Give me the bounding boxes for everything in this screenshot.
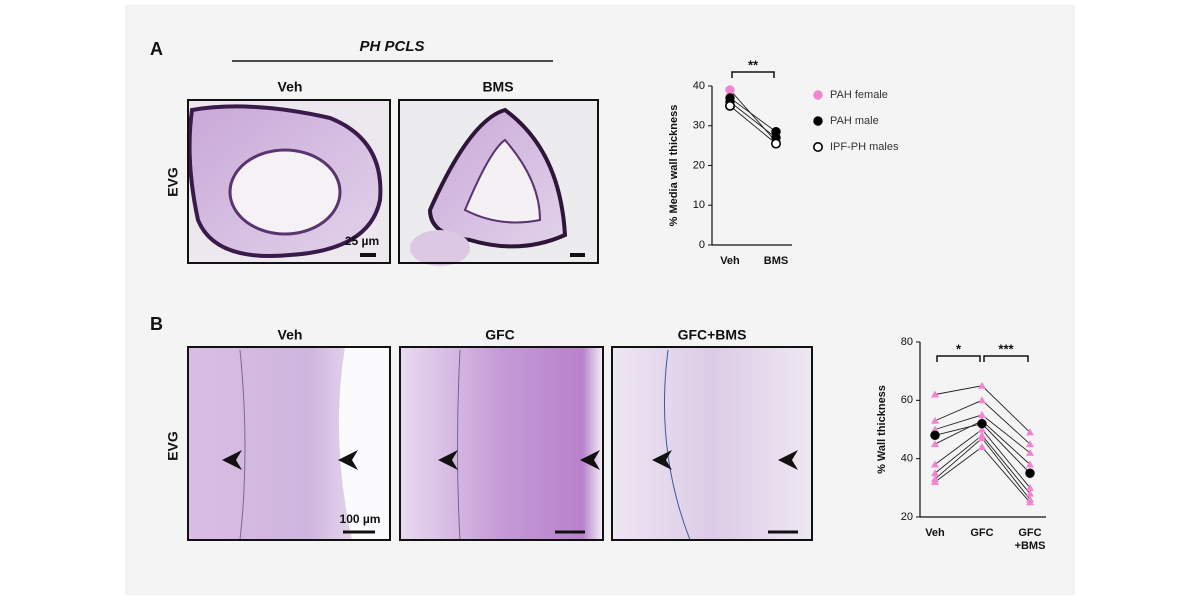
panel-label: A bbox=[150, 39, 163, 59]
data-point bbox=[978, 434, 986, 442]
data-point bbox=[931, 469, 939, 477]
x-tick-label: +BMS bbox=[1015, 540, 1046, 552]
data-line bbox=[729, 105, 777, 144]
data-point bbox=[1026, 498, 1034, 506]
micrograph bbox=[187, 346, 391, 541]
data-point bbox=[770, 138, 781, 149]
x-tick-label: BMS bbox=[764, 255, 788, 267]
image-title: GFC+BMS bbox=[678, 327, 747, 343]
data-point bbox=[1026, 440, 1034, 448]
data-point bbox=[725, 85, 735, 95]
significance-label: ** bbox=[748, 57, 759, 72]
x-tick-label: GFC bbox=[970, 527, 993, 539]
significance-bracket bbox=[983, 355, 1029, 362]
data-point bbox=[724, 100, 735, 111]
y-tick-label: 10 bbox=[693, 199, 705, 211]
significance-label: * bbox=[956, 341, 962, 356]
group-title: PH PCLS bbox=[359, 38, 424, 55]
image-title: Veh bbox=[278, 327, 303, 343]
y-tick-label: 20 bbox=[693, 159, 705, 171]
y-tick-label: 40 bbox=[901, 453, 913, 465]
data-point bbox=[931, 390, 939, 398]
stain-label: EVG bbox=[165, 431, 181, 461]
scale-label: 100 µm bbox=[340, 512, 381, 526]
data-point bbox=[1026, 489, 1034, 497]
stain-label: EVG bbox=[165, 167, 181, 197]
panel-label: B bbox=[150, 314, 163, 334]
data-point bbox=[978, 443, 986, 450]
significance-bracket bbox=[936, 355, 981, 362]
legend-label: IPF-PH males bbox=[830, 141, 899, 153]
legend-marker bbox=[813, 116, 823, 126]
data-point bbox=[930, 430, 940, 441]
data-point bbox=[1026, 460, 1034, 468]
data-point bbox=[931, 478, 939, 485]
data-point bbox=[1026, 448, 1034, 456]
data-point bbox=[1026, 483, 1034, 491]
data-line bbox=[729, 101, 777, 139]
y-tick-label: 0 bbox=[699, 239, 705, 251]
legend-label: PAH female bbox=[830, 89, 888, 101]
y-axis-label: % Wall thickness bbox=[876, 385, 888, 474]
significance-label: *** bbox=[998, 341, 1014, 356]
data-point bbox=[978, 425, 986, 433]
data-point bbox=[931, 440, 939, 448]
y-tick-label: 30 bbox=[693, 120, 705, 132]
data-line bbox=[729, 89, 777, 142]
y-tick-label: 40 bbox=[693, 80, 705, 92]
data-point bbox=[1026, 428, 1034, 436]
significance-bracket bbox=[731, 71, 775, 78]
legend-marker bbox=[812, 142, 823, 153]
data-point bbox=[977, 418, 987, 429]
micrograph bbox=[398, 99, 599, 266]
data-point bbox=[978, 396, 986, 404]
data-point bbox=[1025, 468, 1035, 478]
image-title: Veh bbox=[278, 79, 303, 95]
data-point bbox=[931, 416, 939, 424]
data-point bbox=[978, 410, 986, 418]
image-title: GFC bbox=[485, 327, 515, 343]
data-point bbox=[931, 425, 939, 433]
legend-marker bbox=[813, 90, 823, 100]
data-line bbox=[729, 97, 777, 133]
data-point bbox=[931, 460, 939, 468]
x-tick-label: Veh bbox=[925, 527, 945, 539]
y-tick-label: 80 bbox=[901, 336, 913, 348]
scale-label: 25 µm bbox=[345, 234, 379, 248]
legend-label: PAH male bbox=[830, 115, 879, 127]
micrograph bbox=[399, 346, 604, 541]
image-title: BMS bbox=[482, 79, 513, 95]
micrograph bbox=[611, 346, 813, 541]
y-axis-label: % Media wall thickness bbox=[668, 105, 680, 227]
x-tick-label: GFC bbox=[1018, 527, 1041, 539]
y-tick-label: 60 bbox=[901, 394, 913, 406]
data-point bbox=[978, 381, 986, 389]
y-tick-label: 20 bbox=[901, 511, 913, 523]
x-tick-label: Veh bbox=[720, 255, 740, 267]
micrograph bbox=[187, 99, 391, 264]
